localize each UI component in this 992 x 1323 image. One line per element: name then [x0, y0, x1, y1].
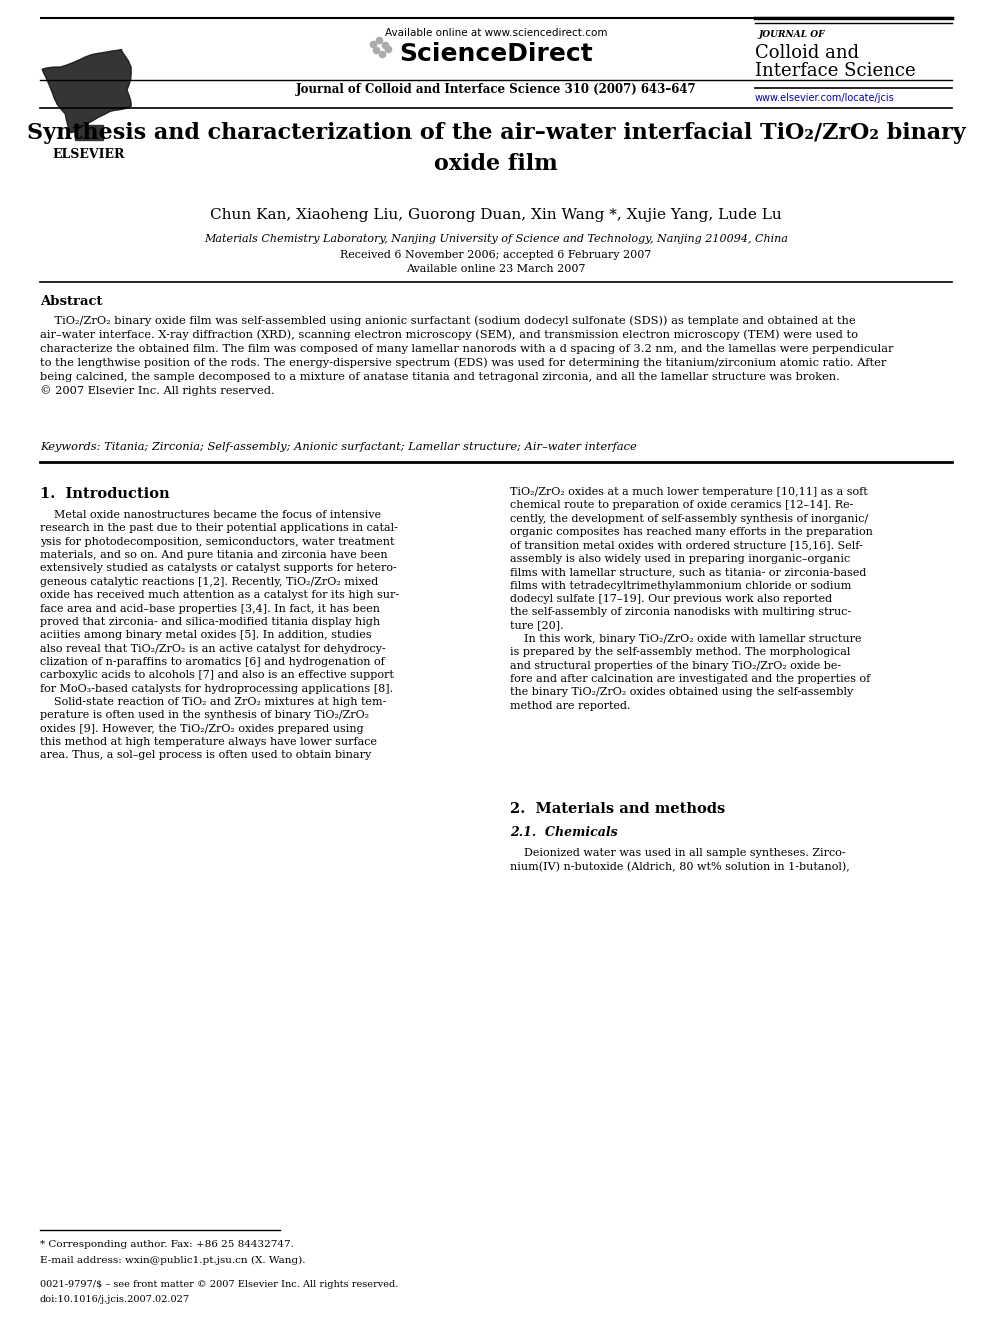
Text: TiO₂/ZrO₂ binary oxide film was self-assembled using anionic surfactant (sodium : TiO₂/ZrO₂ binary oxide film was self-ass… [40, 315, 894, 397]
Text: 2.  Materials and methods: 2. Materials and methods [510, 802, 725, 816]
Text: * Corresponding author. Fax: +86 25 84432747.: * Corresponding author. Fax: +86 25 8443… [40, 1240, 294, 1249]
Text: Journal of Colloid and Interface Science 310 (2007) 643–647: Journal of Colloid and Interface Science… [296, 83, 696, 97]
Text: doi:10.1016/j.jcis.2007.02.027: doi:10.1016/j.jcis.2007.02.027 [40, 1295, 190, 1304]
Text: Available online 23 March 2007: Available online 23 March 2007 [407, 265, 585, 274]
Text: Chun Kan, Xiaoheng Liu, Guorong Duan, Xin Wang *, Xujie Yang, Lude Lu: Chun Kan, Xiaoheng Liu, Guorong Duan, Xi… [210, 208, 782, 222]
Text: ELSEVIER: ELSEVIER [53, 148, 125, 161]
Text: Synthesis and characterization of the air–water interfacial TiO₂/ZrO₂ binary
oxi: Synthesis and characterization of the ai… [27, 122, 965, 175]
Text: Available online at www.sciencedirect.com: Available online at www.sciencedirect.co… [385, 28, 607, 38]
Text: Colloid and: Colloid and [755, 44, 859, 62]
Text: Received 6 November 2006; accepted 6 February 2007: Received 6 November 2006; accepted 6 Feb… [340, 250, 652, 261]
Text: Interface Science: Interface Science [755, 62, 916, 79]
Text: JOURNAL OF: JOURNAL OF [758, 30, 824, 38]
Text: E-mail address: wxin@public1.pt.jsu.cn (X. Wang).: E-mail address: wxin@public1.pt.jsu.cn (… [40, 1256, 306, 1265]
Bar [75, 124, 103, 140]
Text: Metal oxide nanostructures became the focus of intensive
research in the past du: Metal oxide nanostructures became the fo… [40, 509, 399, 761]
Text: TiO₂/ZrO₂ oxides at a much lower temperature [10,11] as a soft
chemical route to: TiO₂/ZrO₂ oxides at a much lower tempera… [510, 487, 873, 710]
Text: www.elsevier.com/locate/jcis: www.elsevier.com/locate/jcis [755, 93, 895, 103]
Text: ScienceDirect: ScienceDirect [399, 42, 593, 66]
Text: 0021-9797/$ – see front matter © 2007 Elsevier Inc. All rights reserved.: 0021-9797/$ – see front matter © 2007 El… [40, 1279, 399, 1289]
Text: Abstract: Abstract [40, 295, 102, 308]
Text: 1.  Introduction: 1. Introduction [40, 487, 170, 501]
Text: 2.1.  Chemicals: 2.1. Chemicals [510, 826, 618, 839]
Text: Deionized water was used in all sample syntheses. Zirco-
nium(IV) n-butoxide (Al: Deionized water was used in all sample s… [510, 848, 850, 872]
Polygon shape [43, 49, 131, 132]
Text: Materials Chemistry Laboratory, Nanjing University of Science and Technology, Na: Materials Chemistry Laboratory, Nanjing … [204, 234, 788, 243]
Text: Keywords: Titania; Zirconia; Self-assembly; Anionic surfactant; Lamellar structu: Keywords: Titania; Zirconia; Self-assemb… [40, 442, 637, 452]
